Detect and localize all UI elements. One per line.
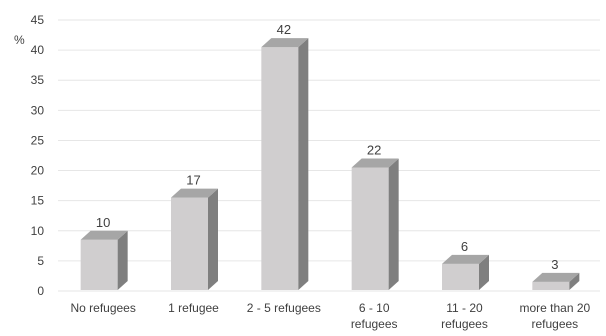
data-label: 6 bbox=[461, 239, 468, 254]
bar-side bbox=[117, 230, 128, 290]
bar-side bbox=[298, 38, 309, 290]
x-tick-label-line: refugees bbox=[441, 317, 488, 331]
bar-front bbox=[261, 47, 299, 290]
x-tick-label: 6 - 10 refugees bbox=[351, 301, 398, 331]
bar bbox=[532, 272, 580, 290]
y-tick-label: 40 bbox=[31, 43, 45, 57]
gridlines bbox=[58, 19, 600, 292]
bar-top bbox=[532, 272, 580, 282]
bar-top bbox=[351, 158, 399, 168]
x-tick-label-line: 1 refugee bbox=[168, 301, 219, 315]
x-tick-label-line: refugees bbox=[531, 317, 578, 331]
data-label: 17 bbox=[186, 173, 200, 188]
bar-front bbox=[351, 167, 389, 290]
bar-top bbox=[442, 254, 489, 264]
y-tick-label: 20 bbox=[31, 164, 45, 178]
x-tick-label-line: more than 20 bbox=[519, 301, 590, 315]
x-tick-label: more than 20 refugees bbox=[519, 301, 590, 331]
x-tick-label-line: refugees bbox=[351, 317, 398, 331]
y-axis-label: % bbox=[14, 33, 25, 47]
y-tick-label: 35 bbox=[31, 73, 45, 87]
bars bbox=[80, 38, 580, 290]
bar-front bbox=[80, 239, 118, 290]
bar bbox=[261, 38, 309, 290]
y-tick-label: 25 bbox=[31, 133, 45, 147]
y-tick-label: 0 bbox=[37, 284, 44, 298]
x-tick-label-line: 6 - 10 bbox=[359, 301, 390, 315]
x-tick-label-line: 11 - 20 bbox=[446, 301, 483, 315]
data-label: 3 bbox=[551, 257, 558, 272]
bar-side bbox=[569, 272, 580, 290]
y-tick-label: 30 bbox=[31, 103, 45, 117]
bar-front bbox=[532, 281, 570, 290]
y-tick-labels: 0 5 10 15 20 25 30 35 40 45 bbox=[31, 13, 45, 298]
x-tick-label: 2 - 5 refugees bbox=[247, 301, 321, 315]
data-label: 22 bbox=[367, 143, 381, 158]
bar-top bbox=[261, 38, 309, 48]
bar bbox=[80, 230, 128, 290]
x-tick-label: No refugees bbox=[70, 301, 135, 315]
y-tick-label: 15 bbox=[31, 194, 45, 208]
bar bbox=[351, 158, 399, 290]
bar-top bbox=[171, 188, 218, 198]
y-tick-label: 10 bbox=[31, 224, 45, 238]
bar-front bbox=[171, 197, 208, 290]
x-tick-label-line: 2 - 5 refugees bbox=[247, 301, 321, 315]
bar bbox=[171, 188, 218, 290]
bar-top bbox=[80, 230, 128, 240]
bar-side bbox=[479, 254, 489, 290]
y-tick-label: 45 bbox=[31, 13, 45, 27]
bar bbox=[442, 254, 489, 290]
data-labels: 10 17 42 22 6 3 bbox=[96, 22, 559, 272]
bar-side bbox=[388, 158, 399, 290]
data-label: 10 bbox=[96, 215, 110, 230]
y-tick-label: 5 bbox=[37, 254, 44, 268]
bar-side bbox=[208, 188, 218, 290]
data-label: 42 bbox=[277, 22, 291, 37]
x-tick-label-line: No refugees bbox=[70, 301, 135, 315]
x-tick-label: 1 refugee bbox=[168, 301, 219, 315]
x-tick-labels: No refugees 1 refugee 2 - 5 refugees 6 - 10… bbox=[70, 301, 590, 331]
bar-front bbox=[442, 263, 479, 290]
x-tick-label: 11 - 20 refugees bbox=[441, 301, 488, 331]
